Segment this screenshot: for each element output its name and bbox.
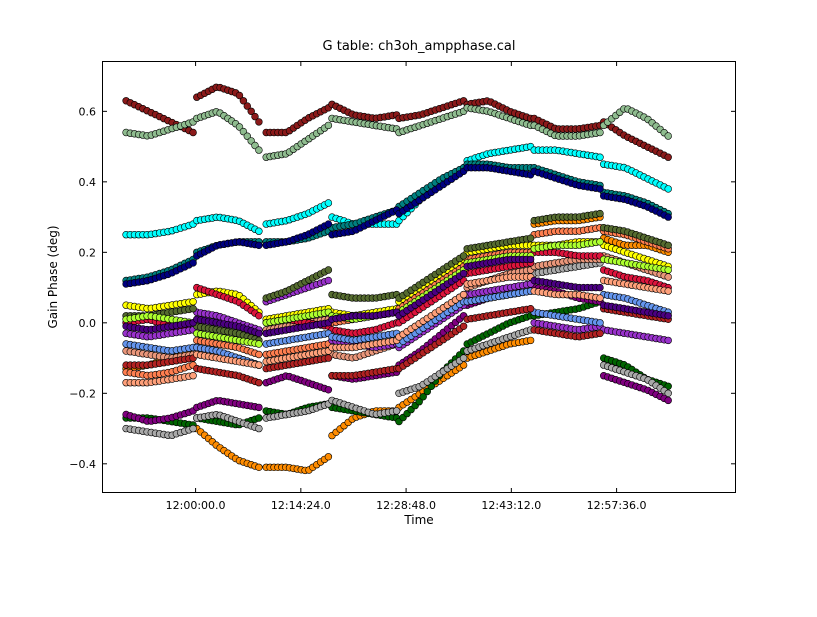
data-point xyxy=(596,319,604,327)
data-point xyxy=(189,305,197,313)
data-point xyxy=(596,185,604,193)
y-tick-label: −0.2 xyxy=(69,387,96,400)
data-point xyxy=(324,121,333,130)
data-point xyxy=(664,312,672,320)
x-tick-label: 12:14:24.0 xyxy=(271,499,331,512)
data-point xyxy=(664,266,672,274)
data-point xyxy=(324,220,333,228)
data-point xyxy=(189,298,197,306)
y-tick-label: 0.4 xyxy=(79,176,97,189)
data-point xyxy=(664,273,672,281)
data-point xyxy=(459,290,468,299)
data-point xyxy=(324,354,333,362)
data-point xyxy=(189,128,197,137)
data-point xyxy=(189,259,197,267)
data-point xyxy=(239,97,248,105)
data-point xyxy=(596,238,604,246)
data-point xyxy=(664,153,672,161)
data-point xyxy=(596,283,604,292)
data-point xyxy=(255,414,263,422)
data-point xyxy=(664,287,672,295)
data-point xyxy=(255,361,263,369)
data-point xyxy=(392,407,401,415)
x-tick-label: 12:28:48.0 xyxy=(376,499,436,512)
x-tick-label: 12:43:12.0 xyxy=(481,499,541,512)
data-point xyxy=(243,132,252,140)
data-point xyxy=(324,266,333,274)
data-point xyxy=(459,322,468,330)
data-point xyxy=(423,387,431,396)
data-point xyxy=(526,336,535,345)
data-point xyxy=(664,241,672,250)
data-point xyxy=(526,234,535,242)
data-point xyxy=(255,340,263,348)
data-point xyxy=(324,453,333,461)
data-point xyxy=(324,276,333,285)
x-axis-ticks: 12:00:00.0 12:14:24.0 12:28:48.0 12:43:12.0… xyxy=(166,62,647,512)
data-point xyxy=(664,389,672,397)
y-tick-label: 0.0 xyxy=(79,317,97,330)
data-point xyxy=(419,393,427,401)
y-tick-label: 0.6 xyxy=(79,105,97,118)
data-point xyxy=(324,386,333,394)
data-point xyxy=(415,398,423,406)
data-point xyxy=(255,329,263,338)
data-point xyxy=(189,372,197,380)
y-axis-ticks: 0.6 0.4 0.2 0.0 −0.2 −0.4 xyxy=(69,105,735,471)
x-axis-label: Time xyxy=(403,513,433,527)
data-point xyxy=(247,107,255,116)
data-point xyxy=(235,91,244,100)
data-point xyxy=(255,118,263,126)
data-points-layer xyxy=(122,83,672,475)
y-tick-label: −0.4 xyxy=(69,458,96,471)
data-point xyxy=(251,112,259,121)
data-point xyxy=(596,128,604,137)
data-point xyxy=(324,199,333,207)
plot-frame xyxy=(102,61,736,493)
y-axis-label: Gain Phase (deg) xyxy=(46,225,60,328)
x-tick-label: 12:00:00.0 xyxy=(166,499,226,512)
data-point xyxy=(526,305,535,313)
x-tick-label: 12:57:36.0 xyxy=(587,499,647,512)
data-point xyxy=(255,424,263,433)
data-point xyxy=(664,185,672,193)
chart-title: G table: ch3oh_ampphase.cal xyxy=(323,39,516,54)
data-point xyxy=(459,252,468,260)
data-point xyxy=(526,255,535,264)
data-point xyxy=(596,209,604,218)
data-point xyxy=(596,294,604,302)
data-point xyxy=(243,102,252,110)
data-point xyxy=(255,312,263,320)
data-point xyxy=(255,379,263,387)
data-point xyxy=(255,241,263,250)
data-point xyxy=(664,396,672,405)
data-point xyxy=(189,424,197,433)
data-point xyxy=(459,354,468,362)
data-point xyxy=(459,269,468,278)
data-point xyxy=(596,153,604,161)
y-tick-label: 0.2 xyxy=(79,246,97,259)
data-point xyxy=(255,227,263,235)
data-point xyxy=(255,350,263,359)
data-point xyxy=(664,336,672,345)
data-point xyxy=(255,403,263,412)
data-point xyxy=(596,329,604,338)
data-point xyxy=(664,213,672,221)
data-point xyxy=(664,132,672,140)
data-point xyxy=(255,463,263,471)
data-point xyxy=(255,146,263,154)
